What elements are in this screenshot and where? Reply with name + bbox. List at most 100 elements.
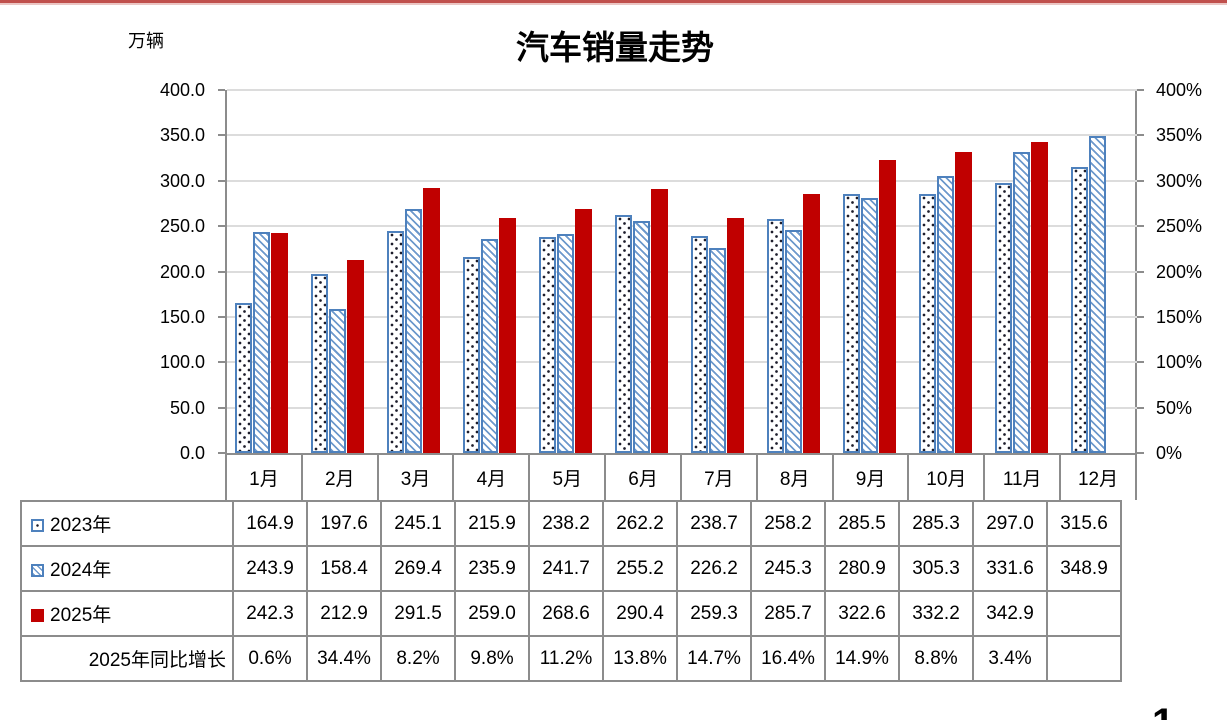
right-axis-tick-label: 350% xyxy=(1156,125,1203,146)
bar-2025年-4月 xyxy=(499,218,516,453)
table-cell: 238.2 xyxy=(528,500,604,547)
table-cell: 9.8% xyxy=(454,635,530,682)
table-cell: 245.3 xyxy=(750,545,826,592)
bar-2025年-9月 xyxy=(879,160,896,453)
bar-2023年-4月 xyxy=(463,257,480,453)
bar-2025年-5月 xyxy=(575,209,592,453)
left-axis-tick-label: 350.0 xyxy=(159,125,205,146)
month-label: 5月 xyxy=(528,455,604,500)
left-axis-tick-label: 400.0 xyxy=(159,80,205,100)
row-label-cell: 2024年 xyxy=(20,545,234,592)
table-cell: 285.5 xyxy=(824,500,900,547)
table-cell: 285.7 xyxy=(750,590,826,637)
table-cell: 290.4 xyxy=(602,590,678,637)
bar-2025年-7月 xyxy=(727,218,744,453)
month-label: 10月 xyxy=(907,455,983,500)
bar-2023年-8月 xyxy=(767,219,784,453)
table-cell: 305.3 xyxy=(898,545,974,592)
right-axis-tick-label: 200% xyxy=(1156,261,1203,282)
row-label-cell: 2023年 xyxy=(20,500,234,547)
gridline xyxy=(227,361,1137,364)
table-cell: 322.6 xyxy=(824,590,900,637)
table-cell: 243.9 xyxy=(232,545,308,592)
right-axis-tick xyxy=(1137,134,1144,137)
bar-2023年-9月 xyxy=(843,194,860,453)
bar-2024年-4月 xyxy=(481,239,498,453)
bar-2024年-5月 xyxy=(557,234,574,453)
month-group xyxy=(757,90,833,453)
bar-2025年-1月 xyxy=(271,233,288,453)
left-axis-tick xyxy=(218,179,225,182)
table-cell: 255.2 xyxy=(602,545,678,592)
bar-2025年-11月 xyxy=(1031,142,1048,453)
right-axis-tick xyxy=(1137,89,1144,91)
table-cell xyxy=(1046,635,1122,682)
month-group xyxy=(225,90,301,453)
left-axis-tick-label: 50.0 xyxy=(169,397,205,418)
month-group xyxy=(1061,90,1137,453)
table-cell: 164.9 xyxy=(232,500,308,547)
bar-2023年-2月 xyxy=(311,274,328,453)
table-cell: 158.4 xyxy=(306,545,382,592)
table-cell: 332.2 xyxy=(898,590,974,637)
bar-2024年-7月 xyxy=(709,248,726,453)
table-row: 2023年 164.9 197.6 245.1 215.9 238.2 262.2 238.7… xyxy=(20,500,1122,547)
table-cell: 14.7% xyxy=(676,635,752,682)
month-label: 3月 xyxy=(376,455,453,500)
bar-2023年-3月 xyxy=(387,231,404,453)
table-cell: 8.2% xyxy=(380,635,456,682)
table-cell: 269.4 xyxy=(380,545,456,592)
table-cell: 258.2 xyxy=(750,500,826,547)
table-cell: 262.2 xyxy=(602,500,678,547)
bar-2024年-6月 xyxy=(633,221,650,453)
bar-2024年-1月 xyxy=(253,232,270,453)
table-cell: 0.6% xyxy=(232,635,308,682)
left-axis-tick xyxy=(218,361,225,364)
right-axis-tick-label: 300% xyxy=(1156,170,1203,191)
right-axis-tick-label: 400% xyxy=(1156,80,1203,100)
table-cell: 291.5 xyxy=(380,590,456,637)
left-axis-tick xyxy=(218,406,225,409)
right-axis-tick xyxy=(1137,179,1144,182)
left-axis-tick-label: 0.0 xyxy=(179,443,205,463)
table-cell: 297.0 xyxy=(972,500,1048,547)
table-cell xyxy=(1046,590,1122,637)
table-row: 2025年 242.3 212.9 291.5 259.0 268.6 290.4 259.3… xyxy=(20,590,1122,637)
left-axis-tick xyxy=(218,315,225,318)
right-axis-tick xyxy=(1137,270,1144,273)
bar-2023年-6月 xyxy=(615,215,632,453)
table-cell: 315.6 xyxy=(1046,500,1122,547)
table-cell: 11.2% xyxy=(528,635,604,682)
table-cell: 331.6 xyxy=(972,545,1048,592)
right-axis-tick xyxy=(1137,361,1144,364)
row-label-cell: 2025年 xyxy=(20,590,234,637)
table-cell: 238.7 xyxy=(676,500,752,547)
bar-2024年-12月 xyxy=(1089,136,1106,453)
bar-2024年-9月 xyxy=(861,198,878,453)
bar-2024年-2月 xyxy=(329,309,346,453)
gridline xyxy=(227,225,1137,228)
bar-2025年-6月 xyxy=(651,189,668,453)
table-cell: 348.9 xyxy=(1046,545,1122,592)
bar-2023年-11月 xyxy=(995,183,1012,453)
table-row: 2025年同比增长 0.6% 34.4% 8.2% 9.8% 11.2% 13.8% 14.7… xyxy=(20,635,1122,682)
chart-title: 汽车销量走势 xyxy=(516,29,714,66)
table-cell: 212.9 xyxy=(306,590,382,637)
table-cell: 241.7 xyxy=(528,545,604,592)
left-axis-tick xyxy=(218,134,225,137)
left-axis-tick xyxy=(218,452,225,454)
bar-2024年-11月 xyxy=(1013,152,1030,453)
left-axis-tick xyxy=(218,270,225,273)
left-axis-tick xyxy=(218,225,225,228)
table-cell: 34.4% xyxy=(306,635,382,682)
left-axis-tick-label: 100.0 xyxy=(159,352,205,373)
month-group xyxy=(377,90,453,453)
month-group xyxy=(681,90,757,453)
month-label: 2月 xyxy=(300,455,377,500)
month-label: 4月 xyxy=(452,455,528,500)
category-axis-row: 1月 2月 3月 4月 5月 6月 7月 8月 9月 10月 11月 12月 xyxy=(225,453,1137,500)
legend-key-icon xyxy=(31,609,44,622)
month-group xyxy=(985,90,1061,453)
table-cell: 197.6 xyxy=(306,500,382,547)
